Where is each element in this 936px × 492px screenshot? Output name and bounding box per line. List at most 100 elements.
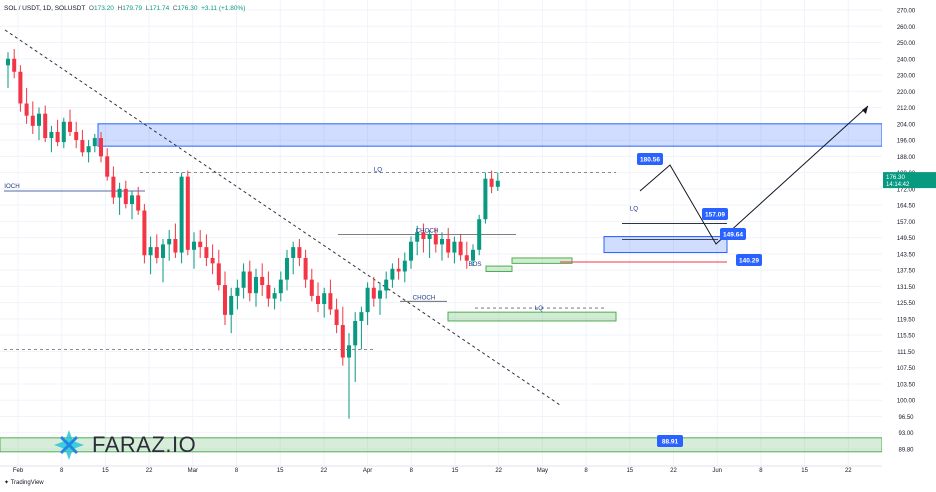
low-value: 171.74 [149,5,170,12]
candle-body [254,276,258,294]
candle-body [247,271,252,294]
price-tick-label: 107.50 [897,366,916,372]
price-tick-label: 157.00 [897,220,916,226]
candle-body [340,325,345,358]
choch-label-2: CHOCH [413,294,436,301]
candles-layer [6,49,500,419]
price-tick-label: 96.50 [898,415,914,421]
candle-body [179,176,184,253]
demand-zone-green-3 [511,257,573,264]
price-axis[interactable]: 270.00 260.00 250.00 240.00 230.00 220.00 212.… [882,0,936,492]
tag-140-29: 140.29 [739,258,759,265]
tag-157-09: 157.09 [705,212,725,219]
price-tick-label: 188.00 [897,155,916,161]
candle-body [24,103,29,116]
tag-88-91-box [657,435,683,447]
candle-body [37,113,41,126]
candle-body [117,188,122,198]
candle-body [316,295,320,305]
symbol-name: SOL / USDT, 1D, SOLUSDT [4,5,86,12]
candle-body [371,287,376,299]
candle-body [421,232,426,239]
price-axis-bg [882,0,936,492]
candle-body [154,247,159,258]
candle-body [297,247,302,258]
change-value: +3.11 (+1.80%) [201,5,246,12]
time-tick-label: Apr [363,468,372,474]
countdown-label: 14:14:42 [886,182,910,188]
candle-body [452,241,457,253]
price-tick-label: 230.00 [897,74,916,80]
price-tick-label: 131.50 [897,285,916,291]
faraz-logo-icon [54,430,84,460]
faraz-watermark: FARAZ.IO [52,428,196,462]
time-tick-label: May [537,468,548,474]
close-value: 176.30 [177,5,198,12]
time-tick-label: Feb [13,468,24,474]
candle-body [68,121,72,132]
candle-body [223,285,227,315]
price-tick-label: 119.50 [897,317,916,323]
candle-body [18,71,23,104]
demand-zone-blue [603,236,728,254]
candle-body [415,232,420,242]
tradingview-brand[interactable]: ✦ TradingView [4,480,44,486]
candle-body [347,345,351,358]
price-tick-label: 204.00 [897,122,916,128]
projection-arrowhead [862,106,868,114]
price-tick-label: 115.50 [897,334,916,340]
price-tick-label: 270.00 [897,9,916,15]
tag-149-64: 149.64 [723,232,743,239]
price-tick-label: 260.00 [897,25,916,31]
candle-body [12,58,17,72]
time-tick-label: Jun [712,468,722,474]
time-tick-label: 8 [235,468,239,474]
candle-body [148,247,153,256]
tradingview-logo-icon: ✦ [4,480,11,486]
candle-body [235,287,240,296]
candle-body [43,113,48,139]
time-axis[interactable]: Feb 8 15 22 Mar 8 15 22 Apr 8 15 22 May 8 15 22 Jun 8 15 22 [0,465,882,474]
watermark-text: FARAZ.IO [92,432,197,457]
bos-label: BOS [468,261,481,268]
candle-body [433,234,438,245]
candle-body [55,131,60,143]
time-tick-label: 22 [670,468,677,474]
candle-body [285,257,289,280]
tag-88-91: 88.91 [662,439,679,446]
time-tick-label: 15 [277,468,284,474]
candle-body [396,268,401,272]
candle-body [303,257,308,280]
candle-body [6,58,10,66]
candle-body [111,176,116,198]
price-tick-label: 125.50 [897,301,916,307]
choch-label-left: IOCH [4,183,19,190]
tag-180-56-box [637,153,663,165]
time-tick-label: 8 [584,468,588,474]
candle-body [272,293,277,299]
candle-body [402,260,407,272]
time-tick-label: 15 [102,468,109,474]
time-tick-label: 22 [146,468,153,474]
candle-body [446,238,451,253]
supply-zone-top [97,123,883,147]
last-price-label: 176.30 [886,174,905,181]
candle-body [365,287,370,313]
candle-body [266,285,271,299]
price-tick-label: 250.00 [897,41,916,47]
price-tick-label: 100.00 [897,399,916,405]
candle-body [378,290,382,299]
annotation-layer: LQ LQ LQ IOCH CHOCH CHOCH BOS 180.56 157.09 149.6… [4,120,901,447]
lq-label-mid: LQ [630,206,638,213]
candle-body [86,146,91,153]
candle-body [61,121,66,143]
grid-layer [0,0,882,466]
candle-body [489,178,494,187]
price-tick-label: 164.50 [897,204,916,210]
candle-body [210,257,215,264]
high-value: 179.79 [122,5,143,12]
candle-body [204,247,209,258]
candle-body [309,279,314,296]
candle-body [49,131,54,139]
